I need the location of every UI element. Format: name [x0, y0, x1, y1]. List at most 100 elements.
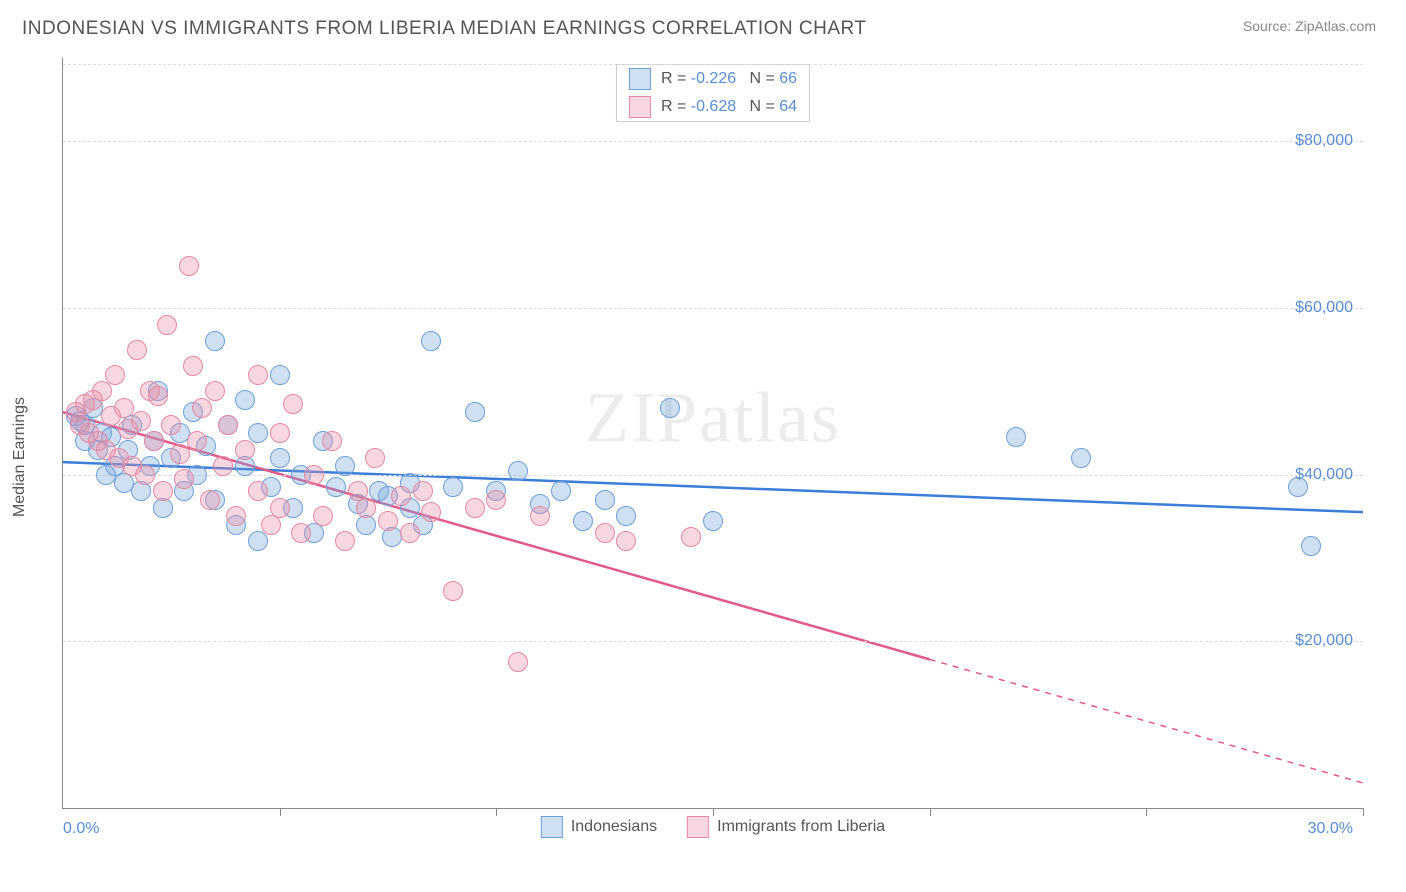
scatter-point — [179, 256, 199, 276]
scatter-point — [92, 381, 112, 401]
scatter-point — [304, 465, 324, 485]
grid-line — [63, 141, 1363, 142]
scatter-point — [486, 490, 506, 510]
scatter-point — [270, 423, 290, 443]
scatter-point — [356, 498, 376, 518]
scatter-point — [616, 531, 636, 551]
x-axis-max-label: 30.0% — [1308, 820, 1353, 838]
scatter-point — [660, 398, 680, 418]
scatter-point — [248, 365, 268, 385]
scatter-point — [335, 531, 355, 551]
scatter-point — [1071, 448, 1091, 468]
scatter-point — [114, 398, 134, 418]
scatter-point — [322, 431, 342, 451]
scatter-point — [213, 456, 233, 476]
scatter-point — [1006, 427, 1026, 447]
scatter-point — [400, 523, 420, 543]
scatter-point — [681, 527, 701, 547]
x-tick — [1146, 808, 1147, 816]
scatter-point — [1288, 477, 1308, 497]
scatter-point — [595, 490, 615, 510]
y-tick-label: $20,000 — [1295, 632, 1353, 650]
scatter-point — [703, 511, 723, 531]
scatter-point — [391, 486, 411, 506]
plot-area: ZIPatlas R = -0.226 N = 66R = -0.628 N =… — [62, 58, 1363, 809]
scatter-point — [443, 477, 463, 497]
scatter-point — [161, 415, 181, 435]
scatter-point — [270, 448, 290, 468]
grid-line — [63, 475, 1363, 476]
scatter-point — [313, 506, 333, 526]
stats-row: R = -0.226 N = 66 — [617, 65, 809, 93]
scatter-point — [291, 523, 311, 543]
scatter-point — [551, 481, 571, 501]
grid-line — [63, 308, 1363, 309]
scatter-point — [192, 398, 212, 418]
scatter-point — [283, 394, 303, 414]
scatter-point — [508, 652, 528, 672]
scatter-point — [248, 481, 268, 501]
grid-line — [63, 64, 1363, 65]
scatter-point — [187, 431, 207, 451]
y-tick-label: $60,000 — [1295, 299, 1353, 317]
scatter-point — [335, 456, 355, 476]
scatter-point — [595, 523, 615, 543]
scatter-point — [326, 477, 346, 497]
legend-item: Indonesians — [541, 816, 657, 838]
x-tick — [1363, 808, 1364, 816]
legend-swatch — [629, 68, 651, 90]
scatter-point — [153, 481, 173, 501]
x-tick — [496, 808, 497, 816]
source-label: Source: ZipAtlas.com — [1243, 18, 1376, 34]
scatter-point — [443, 581, 463, 601]
legend-swatch — [629, 96, 651, 118]
legend-label: Indonesians — [571, 818, 657, 836]
chart-title: INDONESIAN VS IMMIGRANTS FROM LIBERIA ME… — [22, 18, 867, 40]
scatter-point — [226, 506, 246, 526]
stats-legend: R = -0.226 N = 66 R = -0.628 N = 64 — [616, 64, 810, 122]
scatter-point — [465, 402, 485, 422]
x-tick — [930, 808, 931, 816]
scatter-point — [183, 356, 203, 376]
x-axis-min-label: 0.0% — [63, 820, 99, 838]
scatter-point — [127, 340, 147, 360]
scatter-point — [270, 498, 290, 518]
series-legend: Indonesians Immigrants from Liberia — [541, 816, 885, 838]
y-axis-label: Median Earnings — [11, 397, 29, 517]
scatter-point — [508, 461, 528, 481]
scatter-point — [235, 440, 255, 460]
stats-row: R = -0.628 N = 64 — [617, 93, 809, 121]
scatter-point — [131, 411, 151, 431]
y-tick-label: $80,000 — [1295, 132, 1353, 150]
scatter-point — [157, 315, 177, 335]
chart-container: Median Earnings ZIPatlas R = -0.226 N = … — [50, 58, 1380, 838]
scatter-point — [148, 386, 168, 406]
legend-swatch — [541, 816, 563, 838]
scatter-point — [131, 481, 151, 501]
scatter-point — [573, 511, 593, 531]
scatter-point — [144, 431, 164, 451]
stats-text: R = -0.628 N = 64 — [661, 98, 797, 116]
scatter-point — [218, 415, 238, 435]
scatter-point — [200, 490, 220, 510]
legend-label: Immigrants from Liberia — [717, 818, 885, 836]
scatter-point — [270, 365, 290, 385]
stats-text: R = -0.226 N = 66 — [661, 70, 797, 88]
scatter-point — [1301, 536, 1321, 556]
scatter-point — [616, 506, 636, 526]
scatter-point — [205, 381, 225, 401]
scatter-point — [235, 390, 255, 410]
scatter-point — [174, 469, 194, 489]
scatter-point — [170, 444, 190, 464]
scatter-point — [465, 498, 485, 518]
scatter-point — [248, 531, 268, 551]
x-tick — [713, 808, 714, 816]
scatter-point — [413, 481, 433, 501]
scatter-point — [105, 365, 125, 385]
scatter-point — [421, 331, 441, 351]
scatter-point — [135, 465, 155, 485]
scatter-point — [205, 331, 225, 351]
legend-swatch — [687, 816, 709, 838]
scatter-point — [378, 511, 398, 531]
scatter-point — [365, 448, 385, 468]
